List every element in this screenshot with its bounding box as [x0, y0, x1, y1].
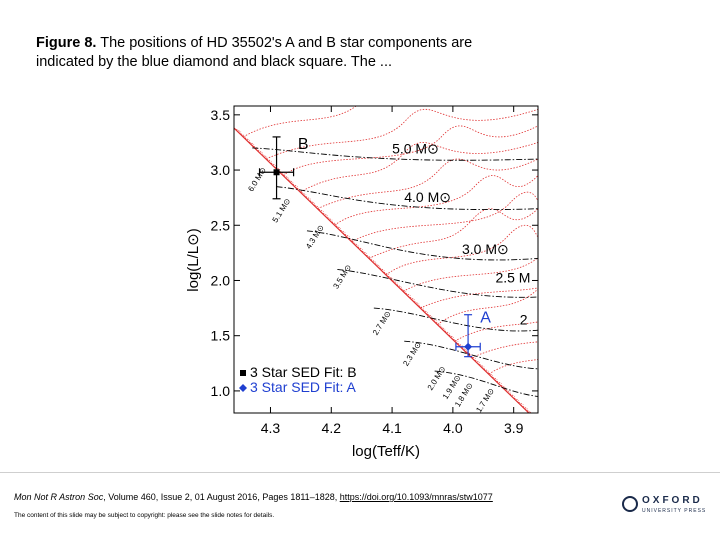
hr-diagram-chart: 4.3 4.2 4.1 4.0 3.9 1.0 1.5 2.0 2.5 3.0 3.5 5.0 M⊙… [185, 105, 541, 460]
model-curves [234, 106, 541, 422]
legend-marker [240, 370, 246, 376]
y-tick-label: 1.5 [211, 328, 231, 344]
evolution-track [337, 268, 538, 298]
track-mass-label: 2.5 M [495, 270, 530, 286]
copyright-notice: The content of this slide may be subject… [14, 512, 275, 519]
zams-mass-label: 1.7 M⊙ [474, 387, 496, 414]
y-tick-label: 3.5 [211, 107, 231, 123]
x-tick-label: 4.0 [443, 420, 463, 436]
track-mass-label: 4.0 M⊙ [404, 189, 451, 205]
legend-marker [239, 384, 247, 392]
x-axis-label: log(Teff/K) [352, 443, 420, 460]
component-label: B [298, 136, 309, 153]
footer-divider [0, 472, 720, 473]
evolution-track [276, 186, 538, 211]
zams-hatch [529, 413, 536, 417]
isochrone-curve [351, 191, 538, 243]
evolution-track [306, 230, 538, 261]
doi-link[interactable]: https://doi.org/10.1093/mnras/stw1077 [339, 492, 493, 502]
isochrone-curve [334, 175, 538, 226]
diamond-marker [464, 342, 473, 351]
y-tick-label: 2.0 [211, 272, 231, 288]
y-tick-label: 1.0 [211, 383, 231, 399]
figure-caption: Figure 8. The positions of HD 35502's A … [36, 34, 516, 72]
isochrone-curve [265, 108, 538, 160]
zams-mass-label: 2.0 M⊙ [426, 365, 448, 392]
isochrone-curve [234, 106, 237, 108]
star-point-a [455, 314, 481, 358]
evolution-track [404, 340, 538, 370]
y-axis-label: log(L/L⊙) [185, 228, 202, 291]
curve-group [234, 106, 541, 422]
isochrone-curve [300, 142, 538, 193]
y-tick-label: 2.5 [211, 217, 231, 233]
zams-mass-label: 4.3 M⊙ [304, 223, 326, 250]
legend-entry: 3 Star SED Fit: A [250, 379, 356, 395]
isochrone-curve [317, 158, 538, 210]
isochrone-curve [282, 125, 538, 176]
square-marker [273, 169, 280, 176]
journal-name: Mon Not R Astron Soc [14, 492, 104, 502]
oxford-logo: OXFORD UNIVERSITY PRESS [620, 494, 710, 520]
track-mass-label: 3.0 M⊙ [462, 241, 509, 257]
citation-details: , Volume 460, Issue 2, 01 August 2016, P… [103, 492, 340, 502]
y-tick-label: 3.0 [211, 162, 231, 178]
isochrone-curve [368, 208, 538, 259]
isochrone-curve [471, 308, 538, 359]
track-mass-label: 5.0 M⊙ [392, 140, 439, 156]
zams-mass-label: 5.1 M⊙ [271, 197, 293, 224]
isochrone-curve [242, 106, 357, 138]
x-tick-label: 3.9 [504, 420, 524, 436]
evolution-track [373, 307, 538, 332]
zams-hatch [534, 418, 541, 422]
component-label: A [480, 309, 491, 326]
legend-entry: 3 Star SED Fit: B [250, 364, 357, 380]
x-tick-label: 4.2 [322, 420, 342, 436]
plot-frame [233, 105, 539, 414]
logo-subtitle: UNIVERSITY PRESS [642, 508, 707, 514]
x-tick-label: 4.3 [261, 420, 281, 436]
logo-wordmark: OXFORD [642, 495, 703, 506]
axes: 4.3 4.2 4.1 4.0 3.9 1.0 1.5 2.0 2.5 3.0 3.5 [211, 106, 538, 436]
legend: 3 Star SED Fit: B3 Star SED Fit: A [239, 364, 357, 395]
oxford-seal-icon [622, 496, 638, 512]
star-point-b [258, 136, 295, 200]
zams-mass-label: 2.3 M⊙ [401, 340, 423, 367]
zams-mass-label: 6.0 M⊙ [246, 166, 268, 193]
data-points [258, 136, 481, 358]
evolution-track [434, 370, 538, 397]
isochrone-curve [437, 274, 538, 325]
x-tick-label: 4.1 [382, 420, 402, 436]
zams-mass-label: 3.5 M⊙ [331, 263, 353, 290]
isochrone-curve [385, 224, 538, 276]
track-mass-label: 2 [520, 312, 528, 328]
evolution-track [252, 147, 538, 161]
citation: Mon Not R Astron Soc, Volume 460, Issue … [14, 492, 493, 502]
zams-mass-label: 2.7 M⊙ [371, 309, 393, 336]
figure-caption-text: The positions of HD 35502's A and B star… [36, 35, 473, 70]
figure-label: Figure 8. [36, 35, 97, 51]
